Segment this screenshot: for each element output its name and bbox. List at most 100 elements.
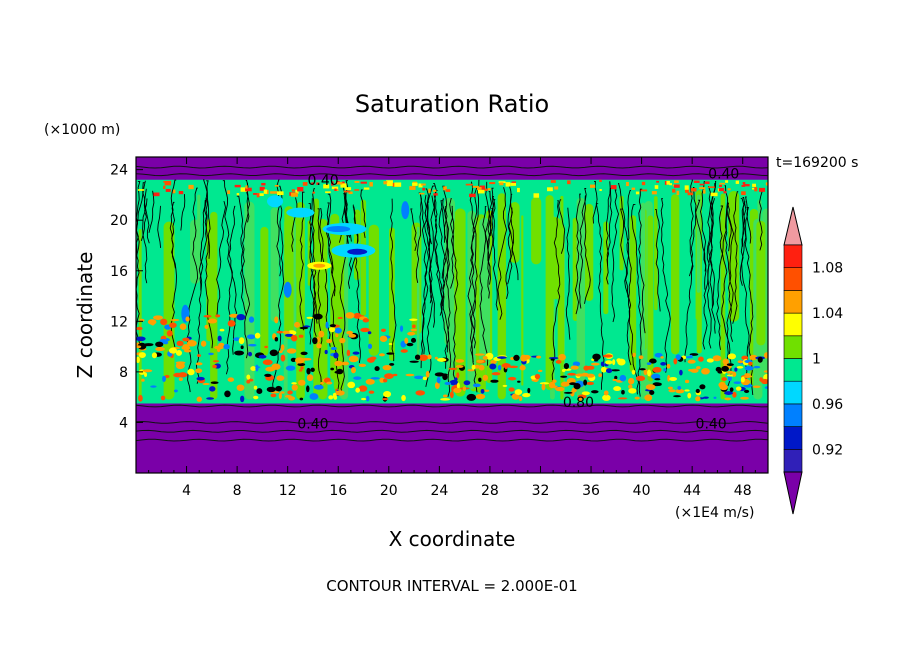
contour-line — [410, 208, 417, 252]
contour-label: 0.40 — [708, 166, 739, 182]
mix-cell — [331, 181, 334, 186]
mix-cell — [204, 324, 209, 329]
mix-cell — [436, 376, 441, 384]
mix-cell — [635, 375, 646, 381]
mix-cell — [178, 191, 184, 195]
mix-cell — [136, 336, 146, 342]
mix-cell — [323, 184, 330, 189]
mix-cell — [718, 184, 722, 187]
x-unit-label: (×1E4 m/s) — [675, 505, 754, 521]
mix-cell — [560, 375, 568, 378]
mix-cell — [599, 179, 602, 182]
mix-cell — [203, 315, 212, 318]
mix-cell — [560, 381, 570, 387]
mix-cell — [175, 362, 185, 370]
mix-cell — [153, 315, 163, 320]
mix-cell — [563, 391, 573, 394]
contour-label: 0.40 — [696, 417, 727, 433]
streak — [284, 206, 294, 340]
mix-cell — [182, 337, 190, 342]
mix-cell — [482, 355, 488, 360]
mix-cell — [418, 183, 423, 188]
mix-cell — [169, 347, 178, 354]
mix-cell — [178, 372, 188, 378]
mix-cell — [165, 188, 171, 192]
mix-cell — [754, 187, 758, 192]
mix-cell — [705, 181, 710, 184]
mix-cell — [291, 382, 297, 385]
mix-cell — [253, 395, 259, 400]
mix-cell — [449, 391, 454, 399]
contour-line — [505, 184, 512, 300]
mix-cell — [660, 356, 664, 359]
mix-cell — [631, 369, 636, 375]
mix-cell — [599, 189, 602, 192]
mix-cell — [479, 185, 486, 190]
mix-cell — [405, 373, 415, 377]
contour-line — [276, 185, 283, 277]
mix-cell — [415, 390, 426, 396]
mix-cell — [401, 394, 406, 402]
mix-cell — [757, 356, 763, 363]
mix-cell — [274, 336, 279, 342]
mix-cell — [724, 397, 732, 401]
mix-cell — [727, 188, 731, 191]
colorbar-segment — [783, 290, 803, 314]
mix-cell — [329, 324, 336, 328]
mix-cell — [583, 379, 588, 386]
lower-boundary-mix — [136, 312, 768, 403]
mix-cell — [645, 384, 656, 390]
contour-line — [592, 181, 598, 224]
mix-cell — [741, 355, 749, 360]
contour-label: 0.40 — [307, 173, 338, 189]
mix-cell — [508, 376, 517, 381]
contour-line — [487, 199, 496, 248]
streak — [210, 211, 218, 400]
mix-cell — [656, 180, 660, 183]
contour-line — [136, 165, 768, 169]
mix-cell — [550, 358, 555, 361]
streak — [576, 197, 585, 399]
mix-cell — [484, 389, 490, 392]
mix-cell — [505, 182, 511, 187]
mix-cell — [752, 385, 761, 389]
contour-line — [148, 190, 155, 233]
mix-cell — [236, 193, 240, 196]
mix-cell — [651, 191, 657, 195]
contour-line — [708, 198, 716, 307]
mix-cell — [269, 349, 278, 357]
mix-cell — [477, 187, 482, 190]
mix-cell — [212, 360, 220, 363]
mix-cell — [386, 352, 395, 355]
mix-cell — [406, 342, 414, 347]
mix-cell — [441, 373, 448, 376]
contour-line — [626, 189, 639, 395]
mix-cell — [421, 183, 426, 186]
mix-cell — [744, 389, 750, 394]
mix-cell — [345, 312, 355, 319]
upper-boundary-mix — [137, 179, 768, 198]
mix-cell — [291, 189, 295, 192]
mix-cell — [233, 337, 241, 342]
contour-line — [136, 181, 142, 350]
mix-cell — [256, 193, 260, 198]
mix-cell — [628, 388, 637, 394]
dry-contours — [136, 165, 768, 442]
mix-cell — [617, 397, 628, 400]
mix-cell — [527, 387, 531, 394]
mix-cell — [290, 357, 297, 363]
mix-cell — [612, 378, 618, 382]
mix-cell — [345, 187, 352, 191]
contour-line — [308, 203, 318, 324]
mix-cell — [224, 390, 231, 398]
mix-cell — [286, 348, 297, 354]
mix-cell — [732, 391, 737, 398]
contour-line — [419, 193, 428, 369]
mix-cell — [741, 184, 746, 187]
contour-line — [434, 189, 448, 353]
mix-cell — [309, 393, 319, 400]
mix-cell — [335, 181, 343, 185]
mix-cell — [147, 319, 157, 325]
x-tick-label: 16 — [329, 483, 347, 499]
mix-cell — [522, 392, 531, 398]
